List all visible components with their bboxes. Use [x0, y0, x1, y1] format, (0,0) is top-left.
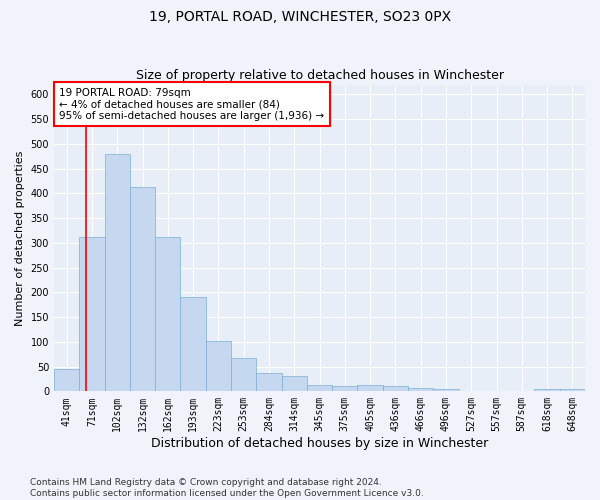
- Bar: [535, 390, 560, 392]
- Title: Size of property relative to detached houses in Winchester: Size of property relative to detached ho…: [136, 69, 503, 82]
- Bar: [181, 298, 206, 392]
- Bar: [433, 390, 458, 392]
- Bar: [54, 369, 79, 392]
- Bar: [104, 154, 130, 392]
- Bar: [130, 187, 155, 392]
- Text: 19 PORTAL ROAD: 79sqm
← 4% of detached houses are smaller (84)
95% of semi-detac: 19 PORTAL ROAD: 79sqm ← 4% of detached h…: [59, 88, 325, 121]
- Text: 19, PORTAL ROAD, WINCHESTER, SO23 0PX: 19, PORTAL ROAD, WINCHESTER, SO23 0PX: [149, 10, 451, 24]
- Bar: [408, 388, 433, 392]
- Text: Contains HM Land Registry data © Crown copyright and database right 2024.
Contai: Contains HM Land Registry data © Crown c…: [30, 478, 424, 498]
- X-axis label: Distribution of detached houses by size in Winchester: Distribution of detached houses by size …: [151, 437, 488, 450]
- Bar: [332, 386, 358, 392]
- Bar: [383, 386, 408, 392]
- Y-axis label: Number of detached properties: Number of detached properties: [15, 150, 25, 326]
- Bar: [307, 385, 332, 392]
- Bar: [231, 358, 256, 392]
- Bar: [358, 386, 383, 392]
- Bar: [281, 376, 307, 392]
- Bar: [79, 237, 104, 392]
- Bar: [256, 373, 281, 392]
- Bar: [206, 341, 231, 392]
- Bar: [155, 237, 181, 392]
- Bar: [560, 390, 585, 392]
